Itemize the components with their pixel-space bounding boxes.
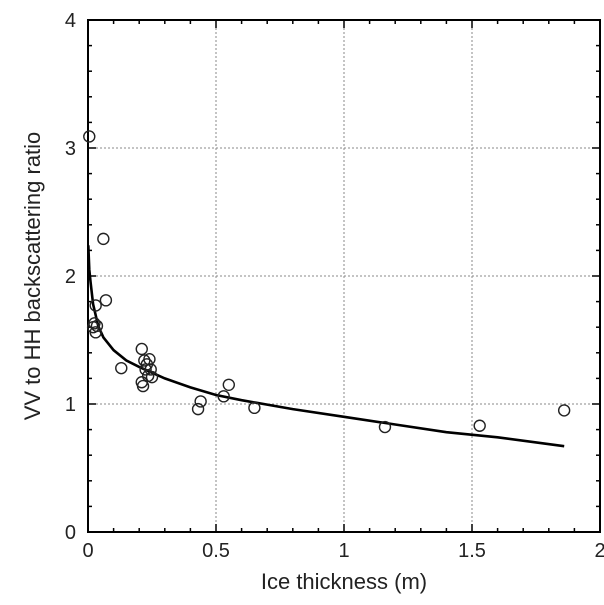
data-point: [99, 294, 113, 307]
y-tick-label: 4: [65, 10, 76, 32]
data-point: [222, 378, 236, 391]
y-tick-label: 3: [65, 138, 76, 160]
data-point: [88, 317, 101, 330]
x-tick-label: 0: [82, 540, 93, 562]
tick-labels: 0 0.5 1 1.5 2 0 1 2 3 4: [65, 10, 604, 562]
x-axis-label: Ice thickness (m): [261, 569, 427, 594]
data-point: [83, 130, 96, 143]
axis-ticks: [87, 19, 601, 533]
y-tick-label: 1: [65, 394, 76, 416]
y-tick-label: 2: [65, 266, 76, 288]
data-point: [89, 299, 102, 312]
data-point: [135, 342, 148, 356]
x-tick-label: 0.5: [202, 540, 230, 562]
grid-lines: [88, 20, 600, 532]
data-point: [136, 379, 150, 393]
data-point: [194, 395, 207, 408]
x-tick-label: 1.5: [458, 540, 486, 562]
data-point: [145, 370, 159, 384]
data-point: [248, 401, 261, 415]
data-point: [191, 402, 205, 416]
fit-curve: [87, 245, 565, 448]
data-point: [557, 404, 571, 417]
y-tick-label: 0: [65, 522, 76, 544]
data-point: [378, 420, 392, 434]
y-axis-label: VV to HH backscattering ratio: [20, 132, 45, 421]
data-point: [97, 232, 110, 246]
data-point: [90, 319, 104, 333]
data-point: [115, 361, 128, 375]
data-point: [473, 419, 486, 432]
x-tick-label: 2: [594, 540, 604, 562]
data-points: [83, 130, 571, 434]
data-point: [144, 363, 157, 376]
data-point: [217, 390, 230, 403]
data-point: [89, 326, 102, 339]
x-tick-label: 1: [338, 540, 349, 562]
